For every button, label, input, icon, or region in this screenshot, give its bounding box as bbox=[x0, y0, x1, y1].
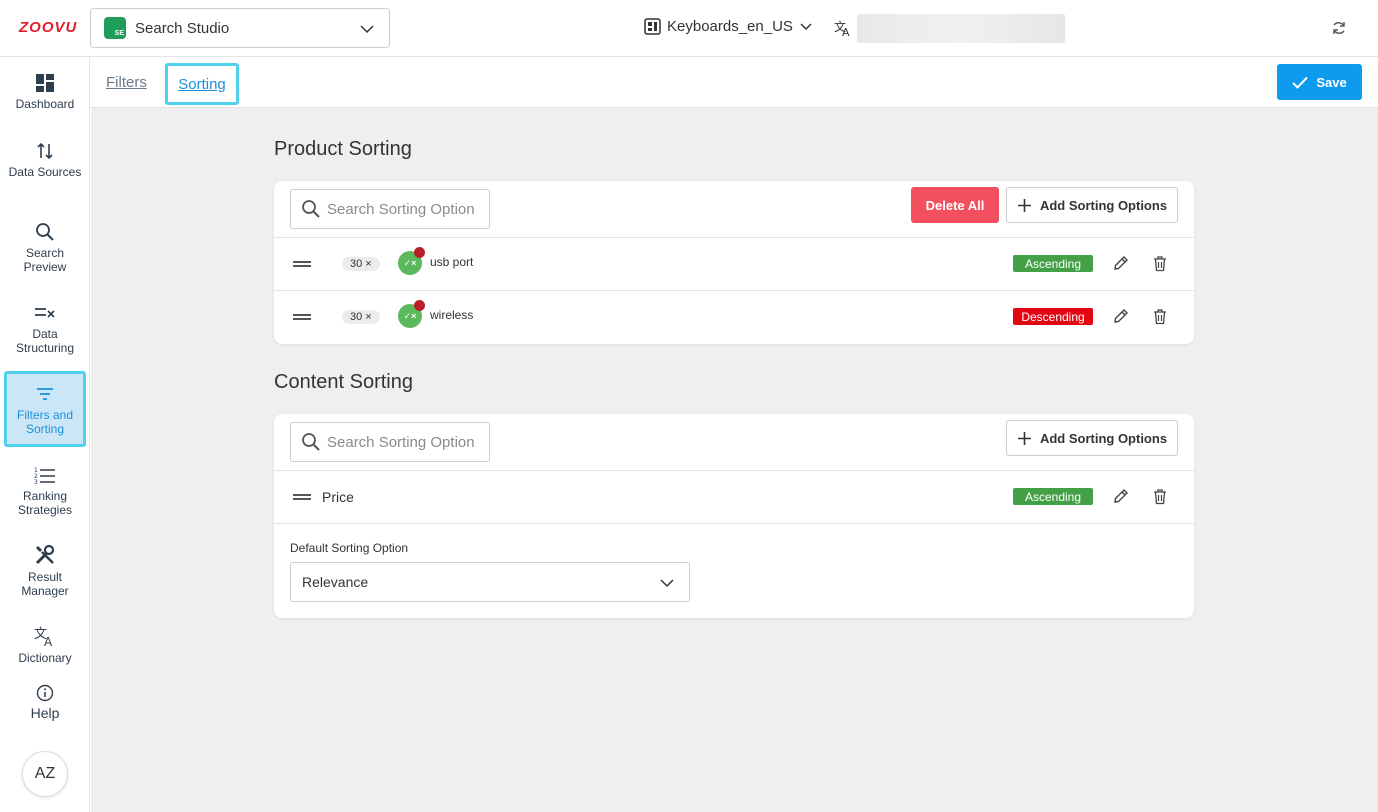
toggle-icon[interactable]: ✓× bbox=[398, 300, 425, 328]
ordered-list-icon: 123 bbox=[34, 467, 55, 485]
content-sorting-card: Add Sorting Options Price Ascending Defa… bbox=[274, 414, 1194, 618]
info-icon bbox=[36, 684, 54, 702]
card-toolbar: Delete All Add Sorting Options bbox=[274, 181, 1194, 238]
product-sorting-title: Product Sorting bbox=[274, 138, 412, 160]
svg-text:文: 文 bbox=[34, 627, 47, 642]
sidebar-item-filters-and-sorting[interactable]: Filters and Sorting bbox=[4, 371, 86, 447]
sorting-row: 30 × ✓× wireless Descending bbox=[274, 291, 1194, 344]
count-badge: 30 × bbox=[342, 257, 380, 271]
svg-text:文: 文 bbox=[834, 19, 846, 34]
translate-icon: 文A bbox=[34, 627, 53, 647]
order-badge: Ascending bbox=[1013, 255, 1093, 272]
app-selector[interactable]: SE Search Studio bbox=[90, 8, 390, 48]
svg-text:A: A bbox=[842, 26, 850, 37]
product-sorting-card: Delete All Add Sorting Options 30 × ✓× u… bbox=[274, 181, 1194, 344]
default-sorting-section: Default Sorting Option Relevance bbox=[274, 524, 1194, 618]
catalog-icon bbox=[644, 18, 661, 35]
search-box[interactable] bbox=[290, 422, 490, 462]
search-icon bbox=[302, 200, 320, 218]
add-sorting-options-button[interactable]: Add Sorting Options bbox=[1006, 420, 1178, 456]
list-check-icon bbox=[35, 308, 55, 318]
plus-icon bbox=[1017, 431, 1031, 445]
tools-icon bbox=[35, 544, 55, 565]
sorting-label: usb port bbox=[430, 255, 474, 269]
app-name: Search Studio bbox=[135, 19, 230, 37]
drag-handle-icon[interactable] bbox=[293, 314, 311, 320]
avatar[interactable]: AZ bbox=[22, 751, 68, 797]
order-badge: Descending bbox=[1013, 308, 1093, 325]
subnav: Filters Sorting Save bbox=[90, 57, 1378, 108]
trash-icon[interactable] bbox=[1152, 308, 1168, 325]
toggle-icon[interactable]: ✓× bbox=[398, 247, 425, 275]
redacted-field bbox=[857, 14, 1065, 43]
sidebar-item-data-structuring[interactable]: Data Structuring bbox=[4, 303, 86, 355]
trash-icon[interactable] bbox=[1152, 488, 1168, 505]
default-sorting-label: Default Sorting Option bbox=[290, 541, 409, 555]
search-studio-icon: SE bbox=[104, 17, 126, 39]
search-input[interactable] bbox=[327, 200, 487, 218]
default-sorting-select[interactable]: Relevance bbox=[290, 562, 690, 602]
tab-filters[interactable]: Filters bbox=[106, 74, 147, 91]
catalog-name: Keyboards_en_US bbox=[667, 18, 793, 35]
svg-text:2: 2 bbox=[34, 473, 38, 480]
refresh-icon[interactable] bbox=[1331, 20, 1347, 36]
dashboard-icon bbox=[36, 74, 54, 92]
svg-text:A: A bbox=[44, 635, 53, 647]
order-badge: Ascending bbox=[1013, 488, 1093, 505]
trash-icon[interactable] bbox=[1152, 255, 1168, 272]
chevron-down-icon bbox=[660, 579, 674, 588]
sorting-row: 30 × ✓× usb port Ascending bbox=[274, 238, 1194, 291]
add-sorting-options-button[interactable]: Add Sorting Options bbox=[1006, 187, 1178, 223]
drag-handle-icon[interactable] bbox=[293, 494, 311, 500]
drag-handle-icon[interactable] bbox=[293, 261, 311, 267]
chevron-down-icon bbox=[800, 22, 812, 30]
logo: ZOOVU bbox=[19, 19, 78, 36]
tab-sorting[interactable]: Sorting bbox=[165, 63, 239, 105]
check-icon bbox=[1292, 76, 1309, 89]
sidebar-item-result-manager[interactable]: Result Manager bbox=[4, 544, 86, 598]
catalog-selector[interactable]: Keyboards_en_US bbox=[644, 18, 813, 35]
top-bar: ZOOVU SE Search Studio Keyboards_en_US 文… bbox=[0, 0, 1378, 57]
sidebar-item-search-preview[interactable]: Search Preview bbox=[4, 222, 86, 274]
sorting-label: Price bbox=[322, 489, 354, 505]
translate-icon[interactable]: 文A bbox=[834, 19, 852, 37]
pencil-icon[interactable] bbox=[1112, 488, 1129, 505]
pencil-icon[interactable] bbox=[1112, 255, 1129, 272]
search-box[interactable] bbox=[290, 189, 490, 229]
main-content: Product Sorting Delete All Add Sorting O… bbox=[91, 108, 1378, 812]
save-button[interactable]: Save bbox=[1277, 64, 1362, 100]
sorting-label: wireless bbox=[430, 308, 474, 322]
svg-text:3: 3 bbox=[34, 479, 38, 485]
count-badge: 30 × bbox=[342, 310, 380, 324]
delete-all-button[interactable]: Delete All bbox=[911, 187, 999, 223]
plus-icon bbox=[1017, 198, 1031, 212]
sorting-row: Price Ascending bbox=[274, 471, 1194, 524]
search-input[interactable] bbox=[327, 433, 487, 451]
arrows-updown-icon bbox=[37, 142, 53, 160]
sidebar: Dashboard Data Sources Search Preview Da… bbox=[0, 57, 90, 812]
content-sorting-title: Content Sorting bbox=[274, 371, 413, 393]
sidebar-item-dashboard[interactable]: Dashboard bbox=[4, 73, 86, 111]
pencil-icon[interactable] bbox=[1112, 308, 1129, 325]
card-toolbar: Add Sorting Options bbox=[274, 414, 1194, 471]
filter-icon bbox=[37, 388, 53, 400]
sidebar-item-data-sources[interactable]: Data Sources bbox=[4, 141, 86, 179]
search-icon bbox=[36, 223, 54, 241]
help-link[interactable]: Help bbox=[4, 684, 86, 721]
chevron-down-icon bbox=[360, 25, 374, 34]
search-icon bbox=[302, 433, 320, 451]
svg-text:1: 1 bbox=[34, 467, 38, 474]
